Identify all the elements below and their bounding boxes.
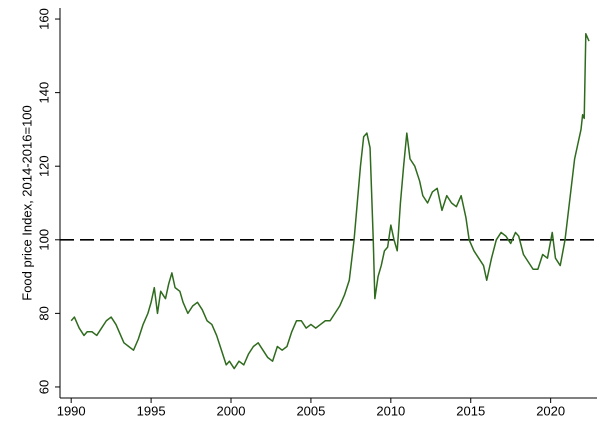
x-tick-label: 1995 bbox=[137, 403, 166, 418]
data-line bbox=[70, 33, 590, 370]
y-tick-label: 120 bbox=[36, 155, 51, 177]
y-tick-label: 80 bbox=[36, 306, 51, 320]
x-tick-label: 2000 bbox=[217, 403, 246, 418]
y-tick-label: 100 bbox=[36, 229, 51, 251]
y-axis-label: Food price Index, 2014-2016=100 bbox=[19, 105, 34, 301]
x-tick-label: 2015 bbox=[456, 403, 485, 418]
x-tick-label: 2020 bbox=[536, 403, 565, 418]
x-tick-label: 1990 bbox=[57, 403, 86, 418]
y-tick-label: 140 bbox=[36, 82, 51, 104]
y-tick-label: 160 bbox=[36, 8, 51, 30]
x-tick-label: 2005 bbox=[296, 403, 325, 418]
x-tick-label: 2010 bbox=[376, 403, 405, 418]
y-tick-label: 60 bbox=[36, 380, 51, 394]
